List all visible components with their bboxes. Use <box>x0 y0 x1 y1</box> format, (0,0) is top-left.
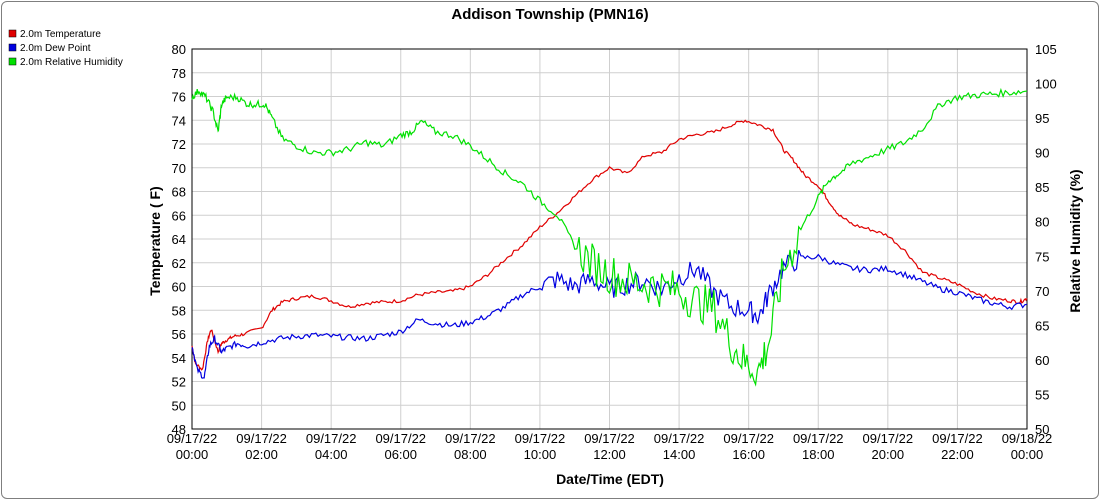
y-tick-label: 80 <box>172 42 186 57</box>
y-tick-label: 60 <box>172 280 186 295</box>
x-tick-time: 16:00 <box>732 447 765 462</box>
y-tick-label: 50 <box>172 398 186 413</box>
y-tick-label: 68 <box>172 185 186 200</box>
x-tick-date: 09/17/22 <box>863 431 914 446</box>
y2-tick-label: 50 <box>1035 422 1049 437</box>
x-tick-time: 08:00 <box>454 447 487 462</box>
x-tick-date: 09/17/22 <box>932 431 983 446</box>
x-tick-date: 09/17/22 <box>375 431 426 446</box>
x-tick-time: 10:00 <box>524 447 557 462</box>
legend-swatch <box>8 43 17 52</box>
x-tick-date: 09/17/22 <box>515 431 566 446</box>
legend-label: 2.0m Dew Point <box>20 43 91 54</box>
x-tick-date: 09/17/22 <box>723 431 774 446</box>
x-tick-time: 12:00 <box>593 447 626 462</box>
x-tick-time: 14:00 <box>663 447 696 462</box>
x-tick-date: 09/17/22 <box>584 431 635 446</box>
legend-label: 2.0m Temperature <box>20 29 101 40</box>
y2-tick-label: 100 <box>1035 77 1057 92</box>
y-tick-label: 78 <box>172 66 186 81</box>
x-tick-time: 04:00 <box>315 447 348 462</box>
x-tick-time: 00:00 <box>176 447 209 462</box>
x-tick-date: 09/17/22 <box>167 431 218 446</box>
legend-label: 2.0m Relative Humidity <box>20 57 123 68</box>
x-tick-date: 09/17/22 <box>793 431 844 446</box>
y2-tick-label: 70 <box>1035 284 1049 299</box>
chart-title: Addison Township (PMN16) <box>451 6 648 23</box>
series-line-3 <box>191 87 1028 387</box>
grid <box>191 48 1028 430</box>
x-tick-time: 00:00 <box>1011 447 1044 462</box>
y2-axis-label: Relative Humidity (%) <box>1067 169 1083 312</box>
x-tick-date: 09/18/22 <box>1002 431 1053 446</box>
y2-tick-label: 90 <box>1035 146 1049 161</box>
y2-tick-label: 85 <box>1035 180 1049 195</box>
legend: 2.0m Temperature 2.0m Dew Point 2.0m Relat… <box>8 29 123 68</box>
x-tick-time: 20:00 <box>872 447 905 462</box>
x-tick-date: 09/17/22 <box>306 431 357 446</box>
legend-swatch <box>8 57 17 66</box>
y-tick-label: 72 <box>172 137 186 152</box>
y-tick-label: 52 <box>172 375 186 390</box>
y2-tick-label: 55 <box>1035 387 1049 402</box>
y-tick-label: 66 <box>172 208 186 223</box>
y-tick-label: 70 <box>172 161 186 176</box>
x-tick-time: 22:00 <box>941 447 974 462</box>
y-tick-label: 48 <box>172 422 186 437</box>
x-tick-time: 02:00 <box>245 447 278 462</box>
y2-tick-label: 95 <box>1035 111 1049 126</box>
x-tick-time: 18:00 <box>802 447 835 462</box>
y2-tick-label: 65 <box>1035 318 1049 333</box>
y2-tick-label: 60 <box>1035 353 1049 368</box>
series-line-2 <box>191 249 1028 379</box>
x-axis-label: Date/Time (EDT) <box>556 471 664 487</box>
y2-tick-label: 75 <box>1035 249 1049 264</box>
x-tick-date: 09/17/22 <box>445 431 496 446</box>
tick-labels: 48 50 52 54 56 58 60 62 64 66 68 70 72 74 76 78 80 50 55 60… <box>167 42 1057 462</box>
plot-area-border <box>191 48 1028 430</box>
y-axis-label: Temperature ( F) <box>147 186 163 295</box>
y-tick-label: 54 <box>172 351 186 366</box>
y2-tick-label: 80 <box>1035 215 1049 230</box>
series-layer <box>191 87 1028 387</box>
y-tick-label: 64 <box>172 232 186 247</box>
x-tick-date: 09/17/22 <box>236 431 287 446</box>
y-tick-label: 62 <box>172 256 186 271</box>
y2-tick-label: 105 <box>1035 42 1057 57</box>
y-tick-label: 58 <box>172 303 186 318</box>
legend-swatch <box>8 29 17 38</box>
x-tick-date: 09/17/22 <box>654 431 705 446</box>
y-tick-label: 76 <box>172 90 186 105</box>
y-tick-label: 74 <box>172 113 186 128</box>
x-tick-time: 06:00 <box>384 447 417 462</box>
y-tick-label: 56 <box>172 327 186 342</box>
axes <box>191 48 1028 430</box>
series-line-1 <box>191 119 1028 371</box>
